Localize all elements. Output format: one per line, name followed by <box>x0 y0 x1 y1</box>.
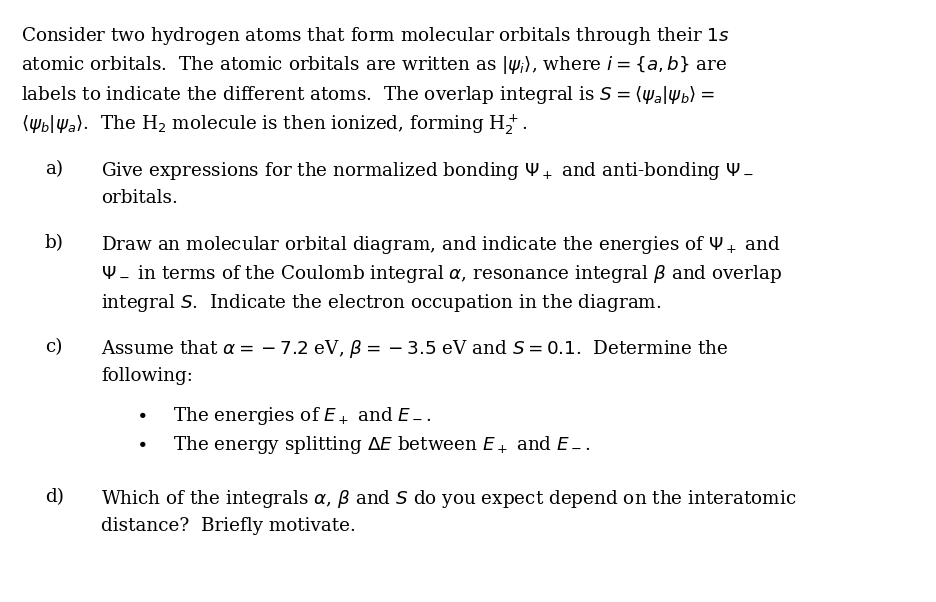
Text: $\bullet$: $\bullet$ <box>136 434 146 452</box>
Text: following:: following: <box>101 367 193 385</box>
Text: The energy splitting $\Delta E$ between $E_+$ and $E_-$.: The energy splitting $\Delta E$ between … <box>173 434 591 456</box>
Text: $\bullet$: $\bullet$ <box>136 405 146 423</box>
Text: c): c) <box>45 338 63 356</box>
Text: Give expressions for the normalized bonding $\Psi_+$ and anti-bonding $\Psi_-$: Give expressions for the normalized bond… <box>101 160 754 182</box>
Text: Draw an molecular orbital diagram, and indicate the energies of $\Psi_+$ and: Draw an molecular orbital diagram, and i… <box>101 234 781 256</box>
Text: distance?  Briefly motivate.: distance? Briefly motivate. <box>101 517 356 535</box>
Text: b): b) <box>45 234 64 252</box>
Text: Assume that $\alpha = -7.2$ eV, $\beta = -3.5$ eV and $S = 0.1$.  Determine the: Assume that $\alpha = -7.2$ eV, $\beta =… <box>101 338 728 359</box>
Text: atomic orbitals.  The atomic orbitals are written as $|\psi_i\rangle$, where $i : atomic orbitals. The atomic orbitals are… <box>21 55 727 76</box>
Text: $\langle\psi_b|\psi_a\rangle$.  The H$_2$ molecule is then ionized, forming H$_2: $\langle\psi_b|\psi_a\rangle$. The H$_2$… <box>21 113 527 137</box>
Text: Which of the integrals $\alpha$, $\beta$ and $S$ do you expect depend on the int: Which of the integrals $\alpha$, $\beta$… <box>101 488 797 510</box>
Text: The energies of $E_+$ and $E_-$.: The energies of $E_+$ and $E_-$. <box>173 405 432 427</box>
Text: d): d) <box>45 488 64 506</box>
Text: Consider two hydrogen atoms that form molecular orbitals through their $1s$: Consider two hydrogen atoms that form mo… <box>21 25 729 48</box>
Text: a): a) <box>45 160 63 178</box>
Text: integral $S$.  Indicate the electron occupation in the diagram.: integral $S$. Indicate the electron occu… <box>101 293 662 314</box>
Text: orbitals.: orbitals. <box>101 189 178 207</box>
Text: $\Psi_-$ in terms of the Coulomb integral $\alpha$, resonance integral $\beta$ a: $\Psi_-$ in terms of the Coulomb integra… <box>101 263 782 285</box>
Text: labels to indicate the different atoms.  The overlap integral is $S = \langle\ps: labels to indicate the different atoms. … <box>21 84 714 106</box>
